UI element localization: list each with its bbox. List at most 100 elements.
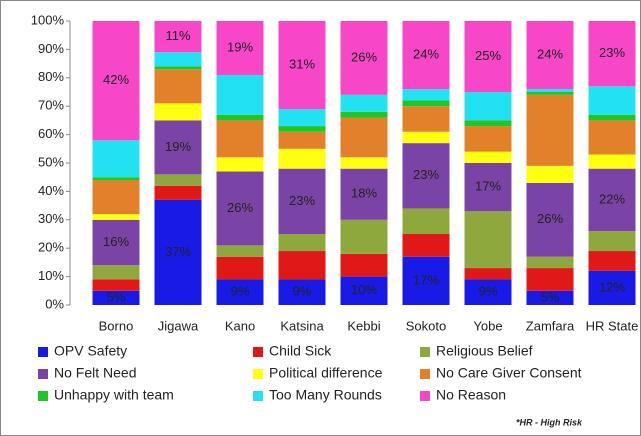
y-tick-label: 80%: [38, 69, 64, 84]
data-label: 5%: [541, 289, 560, 304]
bar-segment: [278, 131, 326, 149]
bar-segment: [340, 253, 388, 277]
legend-label: Political difference: [269, 365, 383, 381]
bar-segment: [588, 168, 636, 232]
bar-segment: [588, 120, 636, 155]
bar-segment: [92, 140, 140, 178]
bar-segment: [154, 103, 202, 121]
bar-segment: [588, 270, 636, 305]
x-tick-label: Katsina: [280, 318, 324, 333]
y-tick-label: 70%: [38, 98, 64, 113]
legend-swatch: [420, 347, 430, 357]
y-tick-label: 20%: [38, 240, 64, 255]
legend-swatch: [38, 391, 48, 401]
legend-swatch: [253, 369, 263, 379]
bar-segment: [340, 168, 388, 220]
bar-segment: [464, 163, 512, 212]
x-tick-label: Zamfara: [526, 318, 575, 333]
bar-segment: [92, 214, 140, 220]
data-label: 9%: [231, 284, 250, 299]
bar-segment: [278, 21, 326, 110]
bar-segment: [340, 219, 388, 254]
bar-segment: [464, 120, 512, 127]
bar-segment: [464, 151, 512, 163]
bar-segment: [340, 117, 388, 158]
bar-segment: [402, 106, 450, 132]
x-tick-label: HR State: [586, 318, 639, 333]
annotation: *HR - High Risk: [516, 417, 583, 427]
legend-label: Religious Belief: [436, 343, 533, 359]
data-label: 19%: [227, 39, 253, 54]
bar-segment: [526, 182, 574, 257]
legend-label: Too Many Rounds: [269, 387, 382, 403]
legend-label: No Care Giver Consent: [436, 365, 582, 381]
bar-segment: [464, 126, 512, 152]
bar-segment: [588, 154, 636, 169]
legend-swatch: [38, 369, 48, 379]
bar-segment: [526, 256, 574, 269]
x-tick-label: Borno: [99, 318, 134, 333]
bar-segment: [154, 21, 202, 53]
bar-segment: [278, 148, 326, 169]
bar-segment: [588, 114, 636, 121]
bar-segment: [154, 174, 202, 186]
bar-segment: [278, 251, 326, 280]
y-tick-label: 10%: [38, 268, 64, 283]
bar-segment: [216, 245, 264, 257]
bar-segment: [154, 185, 202, 200]
x-tick-label: Kano: [225, 318, 255, 333]
bar-segment: [278, 126, 326, 132]
data-label: 9%: [479, 284, 498, 299]
bar-segment: [402, 21, 450, 90]
bar-segment: [526, 92, 574, 95]
bar-segment: [216, 120, 264, 158]
data-label: 42%: [103, 72, 129, 87]
bar-segment: [92, 180, 140, 215]
bar-segment: [340, 111, 388, 118]
x-tick-label: Jigawa: [158, 318, 199, 333]
y-tick-label: 100%: [31, 12, 65, 27]
data-label: 17%: [413, 272, 439, 287]
y-tick-label: 40%: [38, 183, 64, 198]
data-label: 23%: [413, 167, 439, 182]
y-tick-label: 30%: [38, 211, 64, 226]
bar-segment: [464, 21, 512, 92]
legend-swatch: [253, 347, 263, 357]
bar-segment: [588, 86, 636, 115]
bar-segment: [402, 89, 450, 101]
bar-segment: [278, 234, 326, 252]
x-tick-label: Sokoto: [406, 318, 446, 333]
data-label: 23%: [289, 193, 315, 208]
bar-segment: [402, 100, 450, 107]
data-label: 9%: [293, 284, 312, 299]
y-tick-label: 60%: [38, 126, 64, 141]
bar-segment: [154, 66, 202, 70]
bar-segment: [526, 94, 574, 166]
bar-segment: [526, 165, 574, 183]
bar-segment: [464, 92, 512, 121]
bar-segment: [526, 89, 574, 92]
data-label: 31%: [289, 56, 315, 71]
y-tick-label: 90%: [38, 41, 64, 56]
legend-swatch: [253, 391, 263, 401]
legend-label: No Reason: [436, 387, 506, 403]
bar-segment: [526, 290, 574, 305]
bar-segment: [92, 21, 140, 141]
bar-segment: [402, 234, 450, 257]
legend-swatch: [38, 347, 48, 357]
bar-segment: [216, 74, 264, 115]
legend-label: Unhappy with team: [54, 387, 174, 403]
data-label: 19%: [165, 139, 191, 154]
bar-segment: [216, 279, 264, 305]
bar-segment: [216, 157, 264, 172]
bar-segment: [464, 211, 512, 269]
data-label: 24%: [413, 47, 439, 62]
bar-segment: [92, 177, 140, 181]
bar-segment: [340, 21, 388, 95]
bar-segment: [340, 157, 388, 169]
bar-segment: [154, 52, 202, 67]
data-label: 26%: [227, 200, 253, 215]
bar-segment: [278, 168, 326, 234]
data-label: 25%: [475, 48, 501, 63]
